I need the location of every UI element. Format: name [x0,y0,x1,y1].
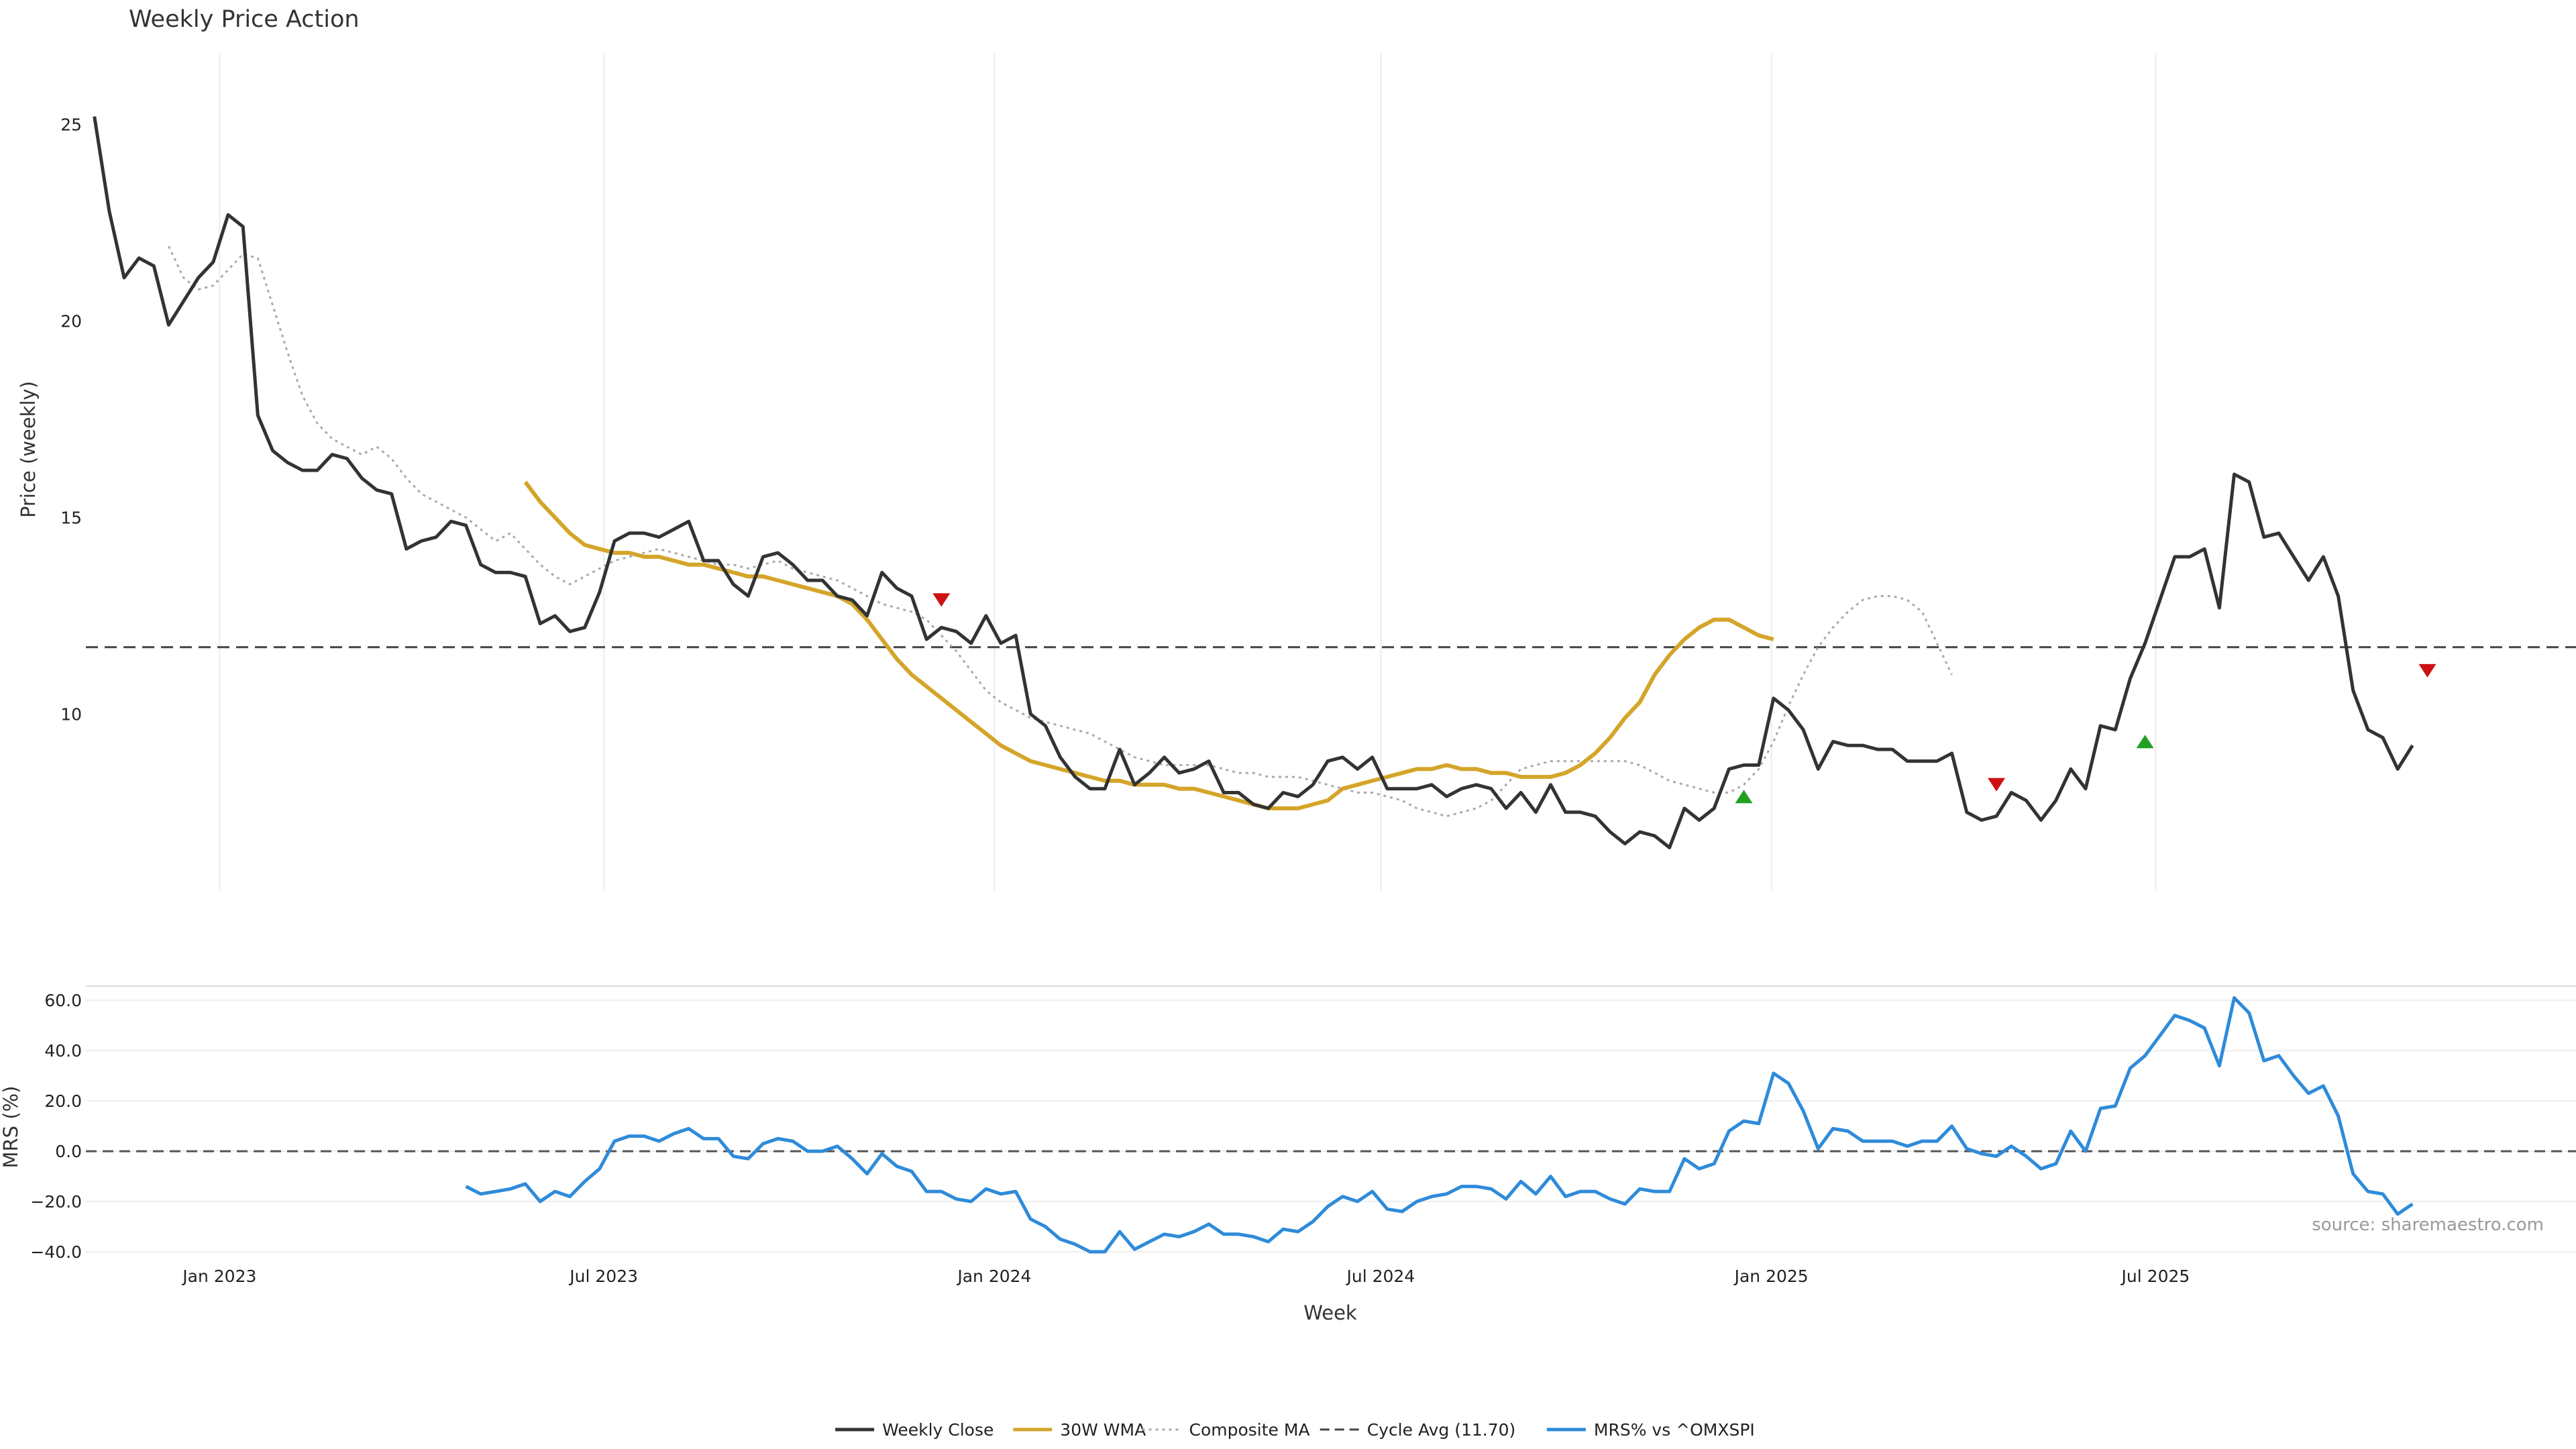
legend-item: Weekly Close [835,1420,994,1440]
legend-label: MRS% vs ^OMXSPI [1594,1420,1755,1440]
buy-signal-marker [2136,735,2154,749]
legend-item: MRS% vs ^OMXSPI [1546,1420,1755,1440]
sell-signal-marker [1988,777,2006,792]
mrs-y-tick-label: 0.0 [55,1142,82,1161]
x-tick-label: Jan 2024 [956,1267,1031,1286]
mrs-y-tick-label: −20.0 [30,1192,82,1212]
buy-signal-marker [1735,790,1753,804]
price-y-axis-label: Price (weekly) [17,381,40,518]
x-axis-label: Week [1303,1301,1357,1324]
source-note: source: sharemaestro.com [2312,1215,2544,1235]
x-tick-label: Jul 2024 [1345,1267,1415,1286]
weekly-close-line [93,116,2414,849]
x-tick-label: Jan 2023 [181,1267,256,1286]
price-grid [219,54,2157,891]
mrs-panel: −40.0 −20.0 0.0 20.0 40.0 60.0 MRS (%) source… [0,985,2576,1262]
wma-30w-line [523,480,1774,810]
x-tick-label: Jul 2023 [568,1267,638,1286]
composite-ma-line [168,246,1953,818]
price-y-tick-label: 10 [60,704,82,724]
mrs-y-ticks: −40.0 −20.0 0.0 20.0 40.0 60.0 [30,991,82,1262]
price-panel: 10 15 20 25 Price (weekly) [17,54,2576,891]
x-axis-ticks: Jan 2023 Jul 2023 Jan 2024 Jul 2024 Jan 2025… [181,1267,2190,1286]
legend-label: Composite MA [1189,1420,1310,1440]
price-y-tick-label: 15 [60,508,82,527]
price-y-tick-label: 20 [60,311,82,331]
mrs-y-tick-label: 20.0 [44,1091,82,1111]
legend-item: 30W WMA [1013,1420,1146,1440]
legend: Weekly Close 30W WMA Composite MA Cycle Avg… [835,1420,1755,1440]
mrs-y-tick-label: −40.0 [30,1242,82,1262]
signal-markers [932,593,2436,804]
sell-signal-marker [2418,663,2436,678]
legend-item: Cycle Avg (11.70) [1320,1420,1516,1440]
mrs-y-axis-label: MRS (%) [0,1086,22,1169]
mrs-grid [86,1000,2576,1252]
x-tick-label: Jul 2025 [2121,1267,2190,1286]
mrs-line [465,996,2414,1254]
legend-item: Composite MA [1142,1420,1310,1440]
chart-title: Weekly Price Action [129,6,360,33]
legend-label: 30W WMA [1060,1420,1146,1440]
price-y-ticks: 10 15 20 25 [60,115,82,724]
mrs-y-tick-label: 60.0 [44,991,82,1010]
legend-label: Weekly Close [882,1420,994,1440]
sell-signal-marker [932,593,951,607]
legend-label: Cycle Avg (11.70) [1367,1420,1516,1440]
x-tick-label: Jan 2025 [1733,1267,1809,1286]
price-y-tick-label: 25 [60,115,82,134]
mrs-y-tick-label: 40.0 [44,1041,82,1061]
